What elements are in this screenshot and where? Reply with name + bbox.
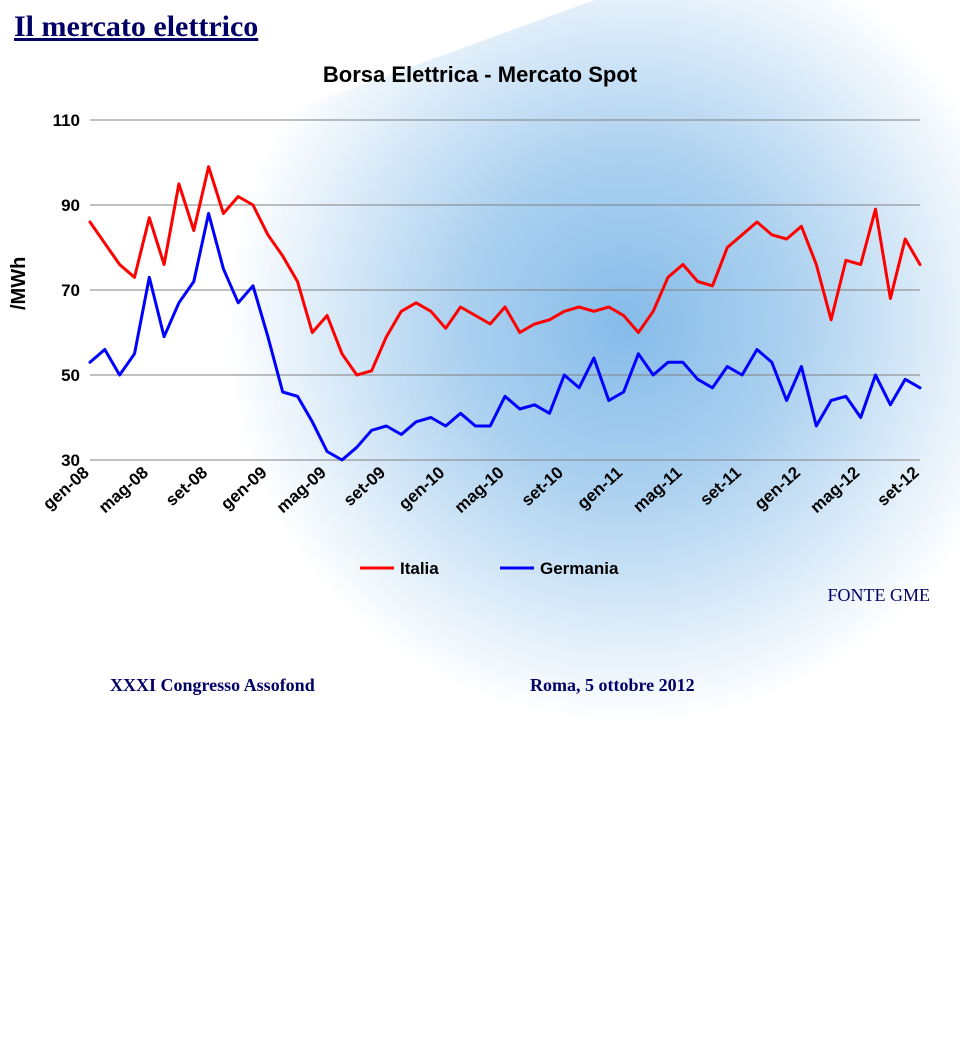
chart-title: Borsa Elettrica - Mercato Spot [0, 62, 960, 88]
x-tick-label: gen-08 [39, 463, 92, 514]
svg-text:mag-11: mag-11 [629, 463, 685, 516]
legend-label: Italia [400, 559, 439, 578]
svg-text:gen-10: gen-10 [395, 463, 448, 514]
svg-text:set-09: set-09 [340, 463, 389, 510]
footer-right: Roma, 5 ottobre 2012 [530, 675, 695, 696]
x-tick-label: set-10 [518, 463, 567, 510]
x-tick-label: gen-12 [751, 463, 804, 514]
svg-text:set-11: set-11 [696, 463, 745, 509]
legend-label: Germania [540, 559, 619, 578]
svg-text:mag-12: mag-12 [806, 463, 863, 517]
x-tick-label: gen-10 [395, 463, 448, 514]
svg-text:gen-11: gen-11 [574, 463, 627, 513]
svg-text:set-08: set-08 [162, 463, 211, 510]
x-tick-label: gen-11 [574, 463, 627, 513]
x-tick-label: mag-10 [451, 463, 508, 517]
y-tick-label: 90 [61, 196, 80, 215]
x-tick-label: set-08 [162, 463, 211, 510]
x-tick-label: gen-09 [217, 463, 270, 514]
y-tick-label: 70 [61, 281, 80, 300]
x-tick-label: mag-11 [629, 463, 685, 516]
line-chart-svg: 30507090110gen-08mag-08set-08gen-09mag-0… [30, 110, 930, 590]
svg-text:gen-09: gen-09 [217, 463, 270, 514]
x-tick-label: mag-08 [95, 463, 152, 517]
series-italia [90, 167, 920, 375]
svg-text:set-12: set-12 [873, 463, 922, 510]
x-tick-label: mag-09 [273, 463, 330, 517]
x-tick-label: mag-12 [806, 463, 863, 517]
footer-left: XXXI Congresso Assofond [110, 675, 315, 696]
y-tick-label: 110 [53, 111, 80, 130]
x-tick-label: set-12 [873, 463, 922, 510]
x-tick-label: set-11 [696, 463, 745, 509]
svg-text:gen-12: gen-12 [751, 463, 804, 514]
svg-text:mag-08: mag-08 [95, 463, 152, 517]
y-axis-label: /MWh [8, 257, 31, 310]
y-tick-label: 50 [61, 366, 80, 385]
svg-text:set-10: set-10 [518, 463, 567, 510]
source-label: FONTE GME [828, 585, 931, 606]
chart-area: /MWh 30507090110gen-08mag-08set-08gen-09… [30, 110, 930, 590]
svg-text:mag-10: mag-10 [451, 463, 508, 517]
svg-text:gen-08: gen-08 [39, 463, 92, 514]
x-tick-label: set-09 [340, 463, 389, 510]
svg-text:mag-09: mag-09 [273, 463, 330, 517]
page-title: Il mercato elettrico [14, 10, 258, 44]
series-germania [90, 214, 920, 461]
